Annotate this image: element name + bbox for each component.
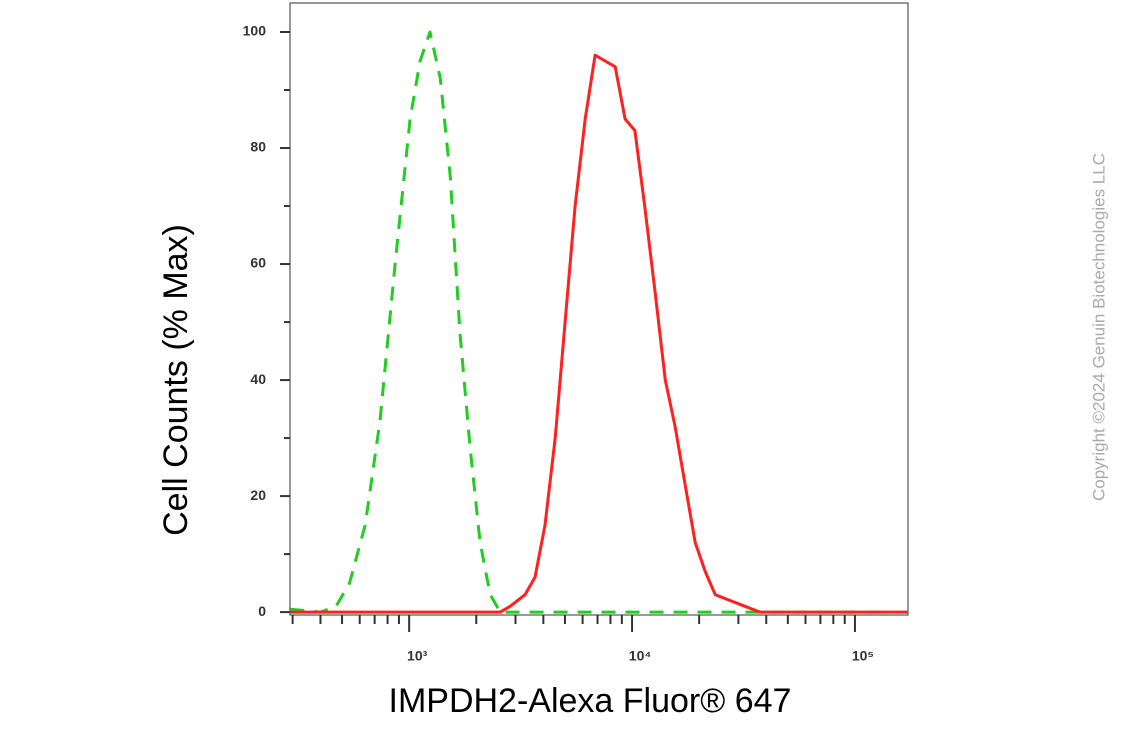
series-line (290, 53, 908, 614)
x-tick-label: 10⁵ (852, 648, 874, 664)
y-tick-label: 60 (250, 255, 266, 271)
y-axis-label: Cell Counts (% Max) (157, 224, 195, 536)
x-axis-label: IMPDH2-Alexa Fluor® 647 (389, 682, 792, 720)
y-tick-label: 80 (250, 139, 266, 155)
watermark: Copyright ©2024 Genuin Biotechnologies L… (1089, 153, 1108, 501)
x-tick-label: 10⁴ (629, 648, 652, 664)
plot-frame (289, 2, 909, 616)
x-tick-label: 10³ (407, 648, 428, 664)
series-line (290, 30, 890, 614)
y-tick-label: 0 (258, 603, 266, 619)
y-tick-label: 40 (250, 371, 266, 387)
y-tick-label: 100 (243, 23, 267, 39)
y-tick-label: 20 (250, 487, 266, 503)
